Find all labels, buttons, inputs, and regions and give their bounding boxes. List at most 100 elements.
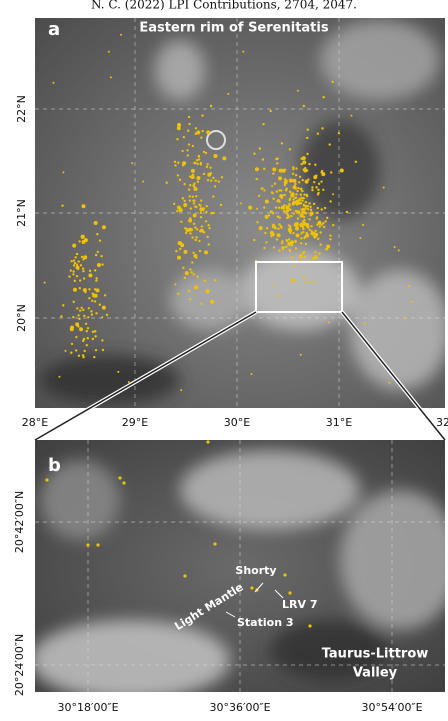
site-dot — [309, 229, 311, 231]
site-dot — [183, 250, 187, 254]
site-dot — [96, 543, 99, 546]
site-dot — [256, 178, 258, 180]
site-dot — [272, 172, 274, 174]
site-dot — [79, 287, 81, 289]
site-dot — [189, 195, 191, 197]
site-dot — [318, 252, 320, 254]
site-dot — [180, 389, 182, 391]
site-dot — [179, 248, 181, 250]
site-dot — [288, 591, 291, 594]
site-dot — [302, 231, 304, 233]
site-dot — [309, 206, 311, 208]
site-dot — [187, 129, 189, 131]
site-dot — [302, 228, 304, 230]
site-dot — [213, 154, 217, 158]
site-dot — [74, 262, 76, 264]
site-dot — [94, 335, 96, 337]
site-dot — [179, 179, 181, 181]
site-dot — [79, 279, 81, 281]
site-dot — [88, 288, 90, 290]
site-dot — [198, 240, 200, 242]
site-dot — [263, 189, 265, 191]
site-dot — [300, 188, 302, 190]
site-dot — [291, 244, 293, 246]
site-dot — [205, 220, 207, 222]
site-dot — [295, 193, 297, 195]
site-dot — [289, 148, 291, 150]
site-dot — [83, 277, 85, 279]
site-dot — [200, 199, 202, 201]
site-dot — [200, 212, 202, 214]
site-dot — [295, 247, 297, 249]
site-dot — [213, 542, 216, 545]
site-dot — [88, 297, 90, 299]
site-dot — [182, 267, 184, 269]
site-dot — [262, 158, 264, 160]
site-dot — [70, 269, 72, 271]
site-dot — [394, 246, 396, 248]
site-dot — [215, 179, 217, 181]
site-dot — [316, 212, 318, 214]
site-dot — [90, 310, 92, 312]
site-dot — [192, 252, 194, 254]
site-dot — [94, 300, 96, 302]
site-dot — [200, 216, 202, 218]
site-dot — [303, 193, 305, 195]
site-dot — [293, 212, 295, 214]
site-dot — [196, 228, 198, 230]
site-dot — [104, 294, 106, 296]
site-dot — [177, 126, 181, 130]
site-dot — [99, 304, 101, 306]
site-dot — [184, 277, 186, 279]
site-dot — [95, 279, 97, 281]
site-dot — [329, 200, 331, 202]
site-dot — [70, 352, 72, 354]
site-dot — [258, 195, 260, 197]
site-dot — [122, 481, 125, 484]
site-dot — [299, 254, 303, 258]
site-dot — [302, 252, 304, 254]
site-dot — [198, 204, 200, 206]
site-dot — [300, 354, 302, 356]
site-dot — [203, 151, 205, 153]
site-dot — [190, 207, 192, 209]
site-dot — [304, 281, 306, 283]
site-dot — [188, 290, 190, 292]
site-dot — [177, 174, 179, 176]
site-dot — [295, 196, 297, 198]
site-dot — [314, 255, 318, 259]
site-dot — [289, 209, 291, 211]
site-dot — [92, 331, 94, 333]
site-dot — [189, 184, 191, 186]
site-dot — [286, 240, 288, 242]
site-dot — [82, 340, 84, 342]
site-dot — [188, 116, 190, 118]
site-dot — [300, 197, 302, 199]
site-dot — [292, 198, 294, 200]
site-dot — [212, 195, 214, 197]
y-label: 21°N — [15, 199, 28, 227]
site-dot — [60, 315, 62, 317]
site-dot — [300, 194, 302, 196]
site-dot — [199, 250, 201, 252]
site-dot — [293, 179, 297, 183]
x-label: 31°E — [326, 416, 352, 429]
site-dot — [277, 233, 281, 237]
site-dot — [198, 155, 200, 157]
site-dot — [291, 256, 293, 258]
site-dot — [183, 183, 185, 185]
site-dot — [330, 171, 332, 173]
site-dot — [78, 240, 80, 242]
site-dot — [70, 260, 72, 262]
site-dot — [183, 203, 187, 207]
site-dot — [68, 275, 70, 277]
site-dot — [286, 213, 288, 215]
site-dot — [195, 206, 197, 208]
site-dot — [207, 224, 209, 226]
site-dot — [188, 123, 190, 125]
site-dot — [311, 186, 313, 188]
site-dot — [210, 300, 214, 304]
site-dot — [292, 203, 294, 205]
site-dot — [329, 238, 331, 240]
site-dot — [190, 271, 192, 273]
